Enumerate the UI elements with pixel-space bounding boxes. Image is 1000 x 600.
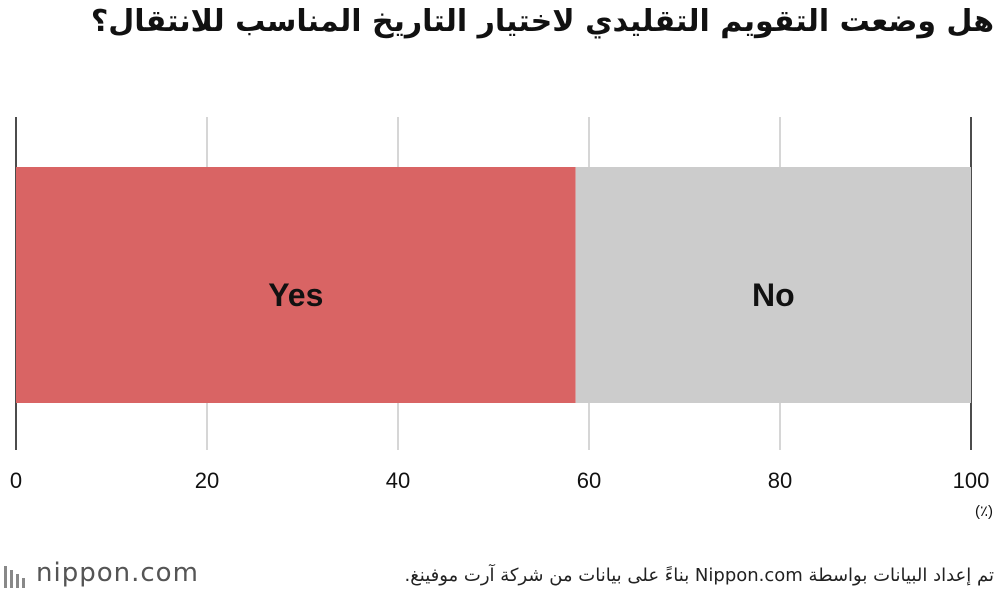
segment-label: Yes (268, 277, 323, 313)
x-tick-label: 80 (768, 468, 792, 493)
chart-title: هل وضعت التقويم التقليدي لاختيار التاريخ… (90, 4, 994, 39)
logo: nippon.com (36, 558, 199, 588)
bar-segment (575, 167, 971, 403)
x-tick-label: 60 (577, 468, 601, 493)
bar-segment (16, 167, 576, 403)
logo-icon (4, 566, 25, 588)
segment-label: No (752, 277, 795, 313)
unit-label: (٪) (975, 503, 993, 520)
x-tick-label: 40 (386, 468, 410, 493)
x-tick-label: 0 (10, 468, 22, 493)
x-tick-label: 20 (195, 468, 219, 493)
x-tick-label: 100 (953, 468, 990, 493)
source-note: تم إعداد البيانات بواسطة Nippon.com بناء… (404, 565, 994, 586)
